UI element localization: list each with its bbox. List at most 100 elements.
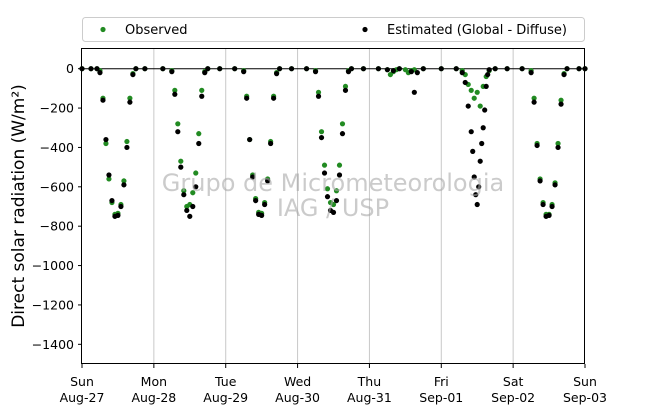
data-point bbox=[184, 207, 190, 214]
data-point bbox=[330, 201, 337, 208]
data-point bbox=[339, 121, 346, 127]
data-point bbox=[118, 203, 124, 210]
legend: Observed Estimated (Global - Diffuse) bbox=[82, 17, 585, 42]
data-point bbox=[474, 201, 480, 208]
data-point bbox=[336, 172, 343, 178]
data-point bbox=[470, 148, 476, 154]
data-point bbox=[109, 197, 115, 204]
data-point bbox=[178, 158, 184, 164]
legend-label-estimated: Estimated (Global - Diffuse) bbox=[387, 23, 567, 38]
data-point bbox=[459, 70, 465, 76]
data-point bbox=[330, 209, 337, 216]
x-tick-date: Aug-29 bbox=[203, 390, 248, 405]
x-tick-date: Sep-02 bbox=[491, 390, 535, 405]
data-point bbox=[479, 140, 485, 147]
data-point bbox=[453, 66, 459, 72]
data-point bbox=[262, 201, 268, 208]
data-point bbox=[465, 103, 471, 109]
data-point bbox=[241, 69, 247, 75]
y-tick-label: 0 bbox=[66, 61, 74, 76]
data-point bbox=[531, 99, 537, 105]
data-point bbox=[504, 66, 510, 72]
x-tick-date: Aug-31 bbox=[347, 390, 392, 405]
data-point bbox=[175, 129, 181, 135]
data-point bbox=[477, 158, 483, 164]
x-tick-date: Sep-01 bbox=[419, 390, 463, 405]
data-point bbox=[333, 197, 340, 204]
data-point bbox=[187, 213, 193, 219]
data-point bbox=[558, 97, 564, 103]
data-point bbox=[546, 212, 552, 218]
watermark-line-1: Grupo de Micrometeorologia bbox=[162, 169, 504, 197]
data-point bbox=[130, 71, 136, 78]
data-point bbox=[190, 190, 196, 196]
x-tick-day: Wed bbox=[284, 374, 311, 389]
data-point bbox=[94, 66, 100, 72]
data-point bbox=[360, 66, 367, 72]
data-point bbox=[253, 197, 259, 204]
data-point bbox=[312, 69, 319, 75]
x-tick-date: Aug-27 bbox=[60, 390, 105, 405]
y-tick-label: −1000 bbox=[32, 258, 74, 273]
watermark: Grupo de Micrometeorologia IAG / USP bbox=[162, 169, 504, 222]
data-point bbox=[411, 89, 417, 95]
data-point bbox=[181, 192, 187, 198]
data-point bbox=[537, 178, 543, 184]
x-axis: SunAug-27MonAug-28TueAug-29WedAug-30ThuA… bbox=[60, 364, 607, 405]
y-tick-label: −800 bbox=[40, 219, 74, 234]
data-point bbox=[540, 201, 546, 208]
data-point bbox=[190, 203, 196, 210]
legend-box bbox=[82, 17, 585, 42]
y-tick-label: −1400 bbox=[32, 337, 74, 352]
data-point bbox=[555, 144, 561, 151]
data-point bbox=[462, 79, 468, 86]
data-point bbox=[396, 66, 402, 72]
data-point bbox=[549, 203, 555, 210]
data-point bbox=[175, 121, 181, 127]
data-point bbox=[274, 71, 280, 77]
legend-label-observed: Observed bbox=[125, 23, 188, 38]
data-point bbox=[471, 174, 477, 180]
y-tick-label: −1200 bbox=[32, 297, 74, 312]
data-point bbox=[199, 87, 205, 93]
data-point bbox=[485, 71, 491, 78]
data-point bbox=[127, 95, 133, 101]
data-point bbox=[408, 69, 414, 75]
data-point bbox=[121, 178, 127, 184]
data-point bbox=[342, 83, 349, 90]
data-point bbox=[561, 71, 567, 78]
data-point bbox=[265, 178, 271, 184]
data-point bbox=[160, 66, 166, 72]
data-point bbox=[482, 107, 488, 113]
data-point bbox=[172, 87, 178, 93]
x-tick-day: Sun bbox=[573, 374, 597, 389]
data-point bbox=[232, 66, 238, 72]
data-point bbox=[318, 129, 325, 135]
x-tick-date: Sep-03 bbox=[563, 390, 607, 405]
data-point bbox=[321, 170, 328, 176]
data-point bbox=[339, 131, 346, 137]
data-point bbox=[321, 162, 328, 168]
data-point bbox=[181, 188, 187, 194]
data-point bbox=[390, 68, 396, 74]
data-point bbox=[519, 66, 525, 72]
data-point bbox=[420, 66, 426, 72]
data-points bbox=[79, 66, 588, 219]
data-point bbox=[303, 66, 310, 72]
series-estimated bbox=[79, 66, 588, 219]
data-point bbox=[100, 97, 106, 103]
data-point bbox=[468, 129, 474, 135]
data-point bbox=[468, 87, 474, 93]
data-point bbox=[348, 66, 355, 72]
data-point bbox=[473, 192, 479, 198]
data-point bbox=[205, 66, 211, 72]
data-point bbox=[438, 66, 444, 72]
data-point bbox=[528, 70, 534, 76]
data-point bbox=[534, 142, 540, 149]
data-point bbox=[106, 176, 112, 182]
data-point bbox=[268, 140, 274, 147]
data-point bbox=[121, 182, 127, 188]
data-point bbox=[288, 66, 295, 72]
data-point bbox=[193, 184, 199, 190]
